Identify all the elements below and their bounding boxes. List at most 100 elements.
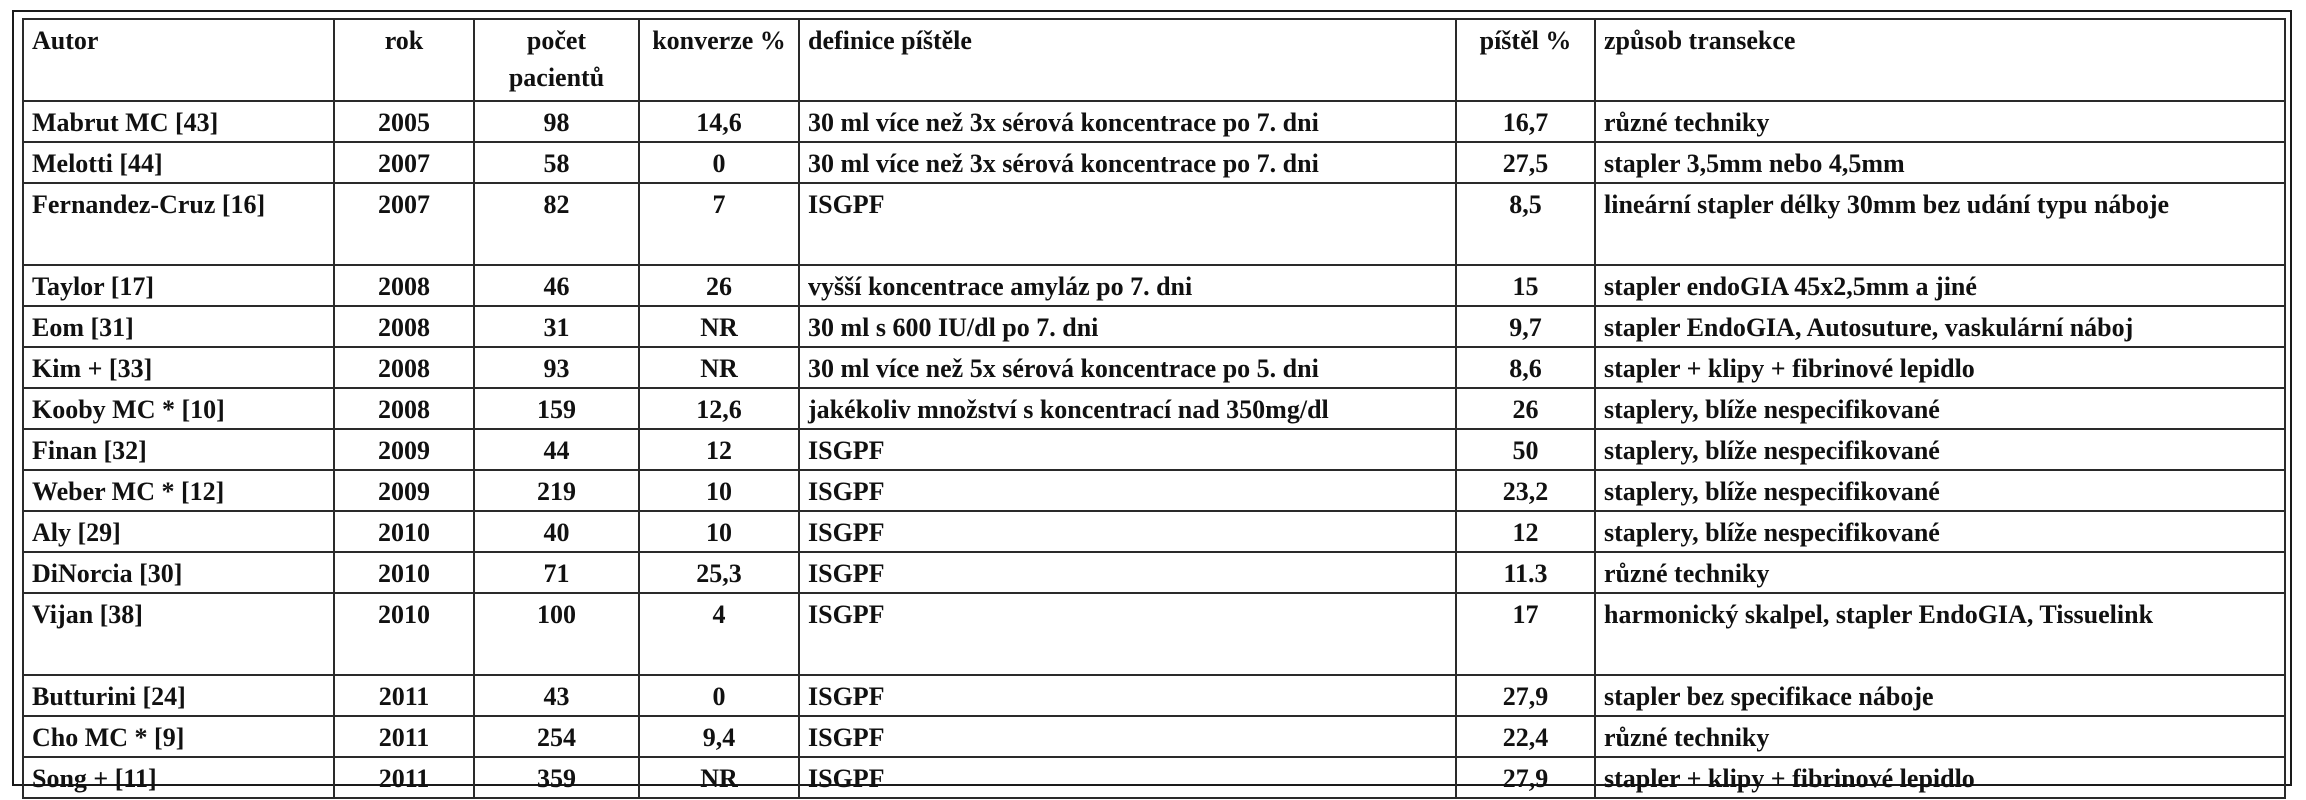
cell-pocet: 71 [473,551,640,594]
table-row: Eom [31] 2008 31 NR 30 ml s 600 IU/dl po… [22,305,2286,348]
cell-definice: 30 ml s 600 IU/dl po 7. dni [798,305,1457,348]
table-row: Aly [29] 2010 40 10 ISGPF 12 staplery, b… [22,510,2286,553]
cell-pistel: 27,5 [1455,141,1596,184]
cell-rok: 2008 [333,346,475,389]
cell-autor: Cho MC * [9] [22,715,335,758]
cell-konverze: 25,3 [638,551,800,594]
cell-konverze: NR [638,346,800,389]
table-row: Song + [11] 2011 359 NR ISGPF 27,9 stapl… [22,756,2286,799]
cell-autor: Fernandez-Cruz [16] [22,182,335,266]
cell-autor: Aly [29] [22,510,335,553]
cell-rok: 2005 [333,100,475,143]
cell-rok: 2008 [333,387,475,430]
cell-autor: DiNorcia [30] [22,551,335,594]
cell-pocet: 93 [473,346,640,389]
cell-pocet: 159 [473,387,640,430]
cell-rok: 2008 [333,264,475,307]
cell-konverze: 7 [638,182,800,266]
cell-zpusob: staplery, blíže nespecifikované [1594,510,2286,553]
cell-pocet: 254 [473,715,640,758]
table-row: Kim + [33] 2008 93 NR 30 ml více než 5x … [22,346,2286,389]
cell-autor: Melotti [44] [22,141,335,184]
table-row: Fernandez-Cruz [16] 2007 82 7 ISGPF 8,5 … [22,182,2286,266]
cell-pistel: 23,2 [1455,469,1596,512]
cell-konverze: 4 [638,592,800,676]
cell-rok: 2011 [333,715,475,758]
cell-pocet: 40 [473,510,640,553]
cell-rok: 2011 [333,674,475,717]
cell-zpusob: stapler + klipy + fibrinové lepidlo [1594,346,2286,389]
header-definice: definice píštěle [798,18,1457,102]
data-table: Autor rok počet pacientů konverze % defi… [22,18,2286,799]
cell-pocet: 44 [473,428,640,471]
cell-rok: 2007 [333,141,475,184]
cell-konverze: 12 [638,428,800,471]
header-rok: rok [333,18,475,102]
cell-autor: Mabrut MC [43] [22,100,335,143]
cell-autor: Butturini [24] [22,674,335,717]
cell-pistel: 27,9 [1455,674,1596,717]
cell-pocet: 46 [473,264,640,307]
cell-definice: jakékoliv množství s koncentrací nad 350… [798,387,1457,430]
cell-konverze: 9,4 [638,715,800,758]
cell-pistel: 9,7 [1455,305,1596,348]
cell-konverze: 10 [638,510,800,553]
cell-pistel: 26 [1455,387,1596,430]
cell-autor: Eom [31] [22,305,335,348]
cell-pistel: 8,6 [1455,346,1596,389]
header-row: Autor rok počet pacientů konverze % defi… [22,18,2286,102]
cell-definice: ISGPF [798,592,1457,676]
cell-pistel: 16,7 [1455,100,1596,143]
cell-pistel: 27,9 [1455,756,1596,799]
cell-definice: ISGPF [798,182,1457,266]
header-pocet: počet pacientů [473,18,640,102]
cell-zpusob: staplery, blíže nespecifikované [1594,387,2286,430]
cell-zpusob: stapler endoGIA 45x2,5mm a jiné [1594,264,2286,307]
cell-zpusob: stapler bez specifikace náboje [1594,674,2286,717]
cell-konverze: NR [638,756,800,799]
cell-zpusob: lineární stapler délky 30mm bez udání ty… [1594,182,2286,266]
table-row: Finan [32] 2009 44 12 ISGPF 50 staplery,… [22,428,2286,471]
cell-pistel: 22,4 [1455,715,1596,758]
table-row: Taylor [17] 2008 46 26 vyšší koncentrace… [22,264,2286,307]
cell-definice: 30 ml více než 3x sérová koncentrace po … [798,141,1457,184]
table-row: DiNorcia [30] 2010 71 25,3 ISGPF 11.3 rů… [22,551,2286,594]
cell-definice: 30 ml více než 5x sérová koncentrace po … [798,346,1457,389]
cell-autor: Weber MC * [12] [22,469,335,512]
cell-zpusob: různé techniky [1594,715,2286,758]
cell-pocet: 219 [473,469,640,512]
cell-pocet: 98 [473,100,640,143]
cell-zpusob: různé techniky [1594,551,2286,594]
cell-zpusob: stapler + klipy + fibrinové lepidlo [1594,756,2286,799]
cell-konverze: 0 [638,674,800,717]
header-pistel: píštěl % [1455,18,1596,102]
cell-autor: Vijan [38] [22,592,335,676]
cell-definice: 30 ml více než 3x sérová koncentrace po … [798,100,1457,143]
cell-definice: ISGPF [798,674,1457,717]
cell-pocet: 82 [473,182,640,266]
cell-autor: Song + [11] [22,756,335,799]
cell-autor: Kooby MC * [10] [22,387,335,430]
header-zpusob: způsob transekce [1594,18,2286,102]
header-konverze: konverze % [638,18,800,102]
cell-pistel: 15 [1455,264,1596,307]
cell-konverze: 14,6 [638,100,800,143]
cell-rok: 2010 [333,592,475,676]
cell-pocet: 31 [473,305,640,348]
cell-definice: ISGPF [798,756,1457,799]
cell-konverze: NR [638,305,800,348]
cell-rok: 2010 [333,551,475,594]
cell-definice: ISGPF [798,428,1457,471]
cell-pistel: 11.3 [1455,551,1596,594]
table-row: Melotti [44] 2007 58 0 30 ml více než 3x… [22,141,2286,184]
cell-autor: Taylor [17] [22,264,335,307]
table-row: Vijan [38] 2010 100 4 ISGPF 17 harmonick… [22,592,2286,676]
cell-pocet: 359 [473,756,640,799]
cell-pocet: 58 [473,141,640,184]
table-row: Weber MC * [12] 2009 219 10 ISGPF 23,2 s… [22,469,2286,512]
cell-rok: 2008 [333,305,475,348]
cell-zpusob: staplery, blíže nespecifikované [1594,469,2286,512]
cell-konverze: 10 [638,469,800,512]
cell-pistel: 12 [1455,510,1596,553]
cell-rok: 2009 [333,428,475,471]
